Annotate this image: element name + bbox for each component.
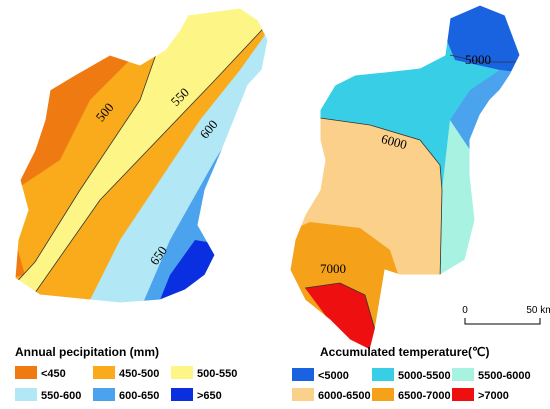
contour-label: 7000 [320, 261, 346, 276]
legend-label: 6000-6500 [318, 390, 371, 402]
legend-swatch [452, 388, 474, 401]
legend-label: 550-600 [41, 390, 81, 402]
legend-label: 5000-5500 [398, 370, 451, 382]
temperature-map [290, 5, 520, 350]
scale-bar: 0 50 km [462, 305, 550, 325]
zone [305, 283, 375, 350]
legend-swatch [15, 388, 37, 401]
legend-title: Accumulated temperature(℃) [320, 345, 490, 359]
legend-swatch [372, 388, 394, 401]
legend-label: >7000 [478, 390, 509, 402]
legend-label: 450-500 [119, 368, 159, 380]
legend-label: 500-550 [197, 368, 237, 380]
legend-swatch [15, 366, 37, 379]
legend-swatch [372, 368, 394, 381]
zone [440, 120, 520, 300]
legend-title: Annual pecipitation (mm) [15, 345, 159, 359]
precipitation-map [15, 8, 268, 303]
legend-swatch [292, 368, 314, 381]
scale-label: 50 km [526, 305, 550, 316]
legend-label: >650 [197, 390, 222, 402]
legend-swatch [452, 368, 474, 381]
zone [15, 8, 268, 303]
legend-label: 600-650 [119, 390, 159, 402]
legend-swatch [93, 388, 115, 401]
legend-swatch [171, 366, 193, 379]
zone [15, 240, 25, 280]
legend-swatch [93, 366, 115, 379]
region-outline [289, 4, 521, 351]
legend-swatch [171, 388, 193, 401]
region-outline [14, 7, 269, 304]
legend-label: <5000 [318, 370, 349, 382]
legend-label: 6500-7000 [398, 390, 451, 402]
contour-label: 6000 [380, 131, 409, 152]
legend-swatch [292, 388, 314, 401]
legend-label: <450 [41, 368, 66, 380]
scale-label: 0 [462, 305, 468, 316]
contour-label: 5000 [465, 52, 491, 67]
legend-label: 5500-6000 [478, 370, 531, 382]
